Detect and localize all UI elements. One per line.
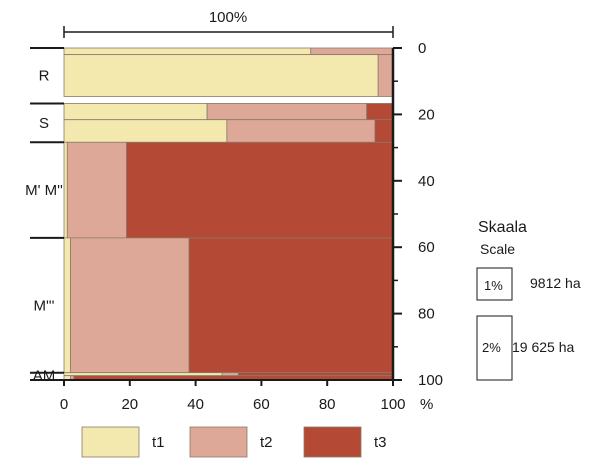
bar-am-6-t3: [237, 372, 394, 377]
group-label-am: AM: [33, 367, 56, 384]
scale-panel: Skaala Scale 1% 9812 ha 2% 19 625 ha: [476, 219, 581, 381]
bar-s-2-t1: [63, 103, 208, 121]
legend-swatch-t3: [303, 426, 362, 458]
ticks-layer: 0 20 40 60 80 100 0 20 40 60 80 100: [60, 40, 443, 413]
bar-s-3-t3: [374, 119, 394, 143]
group-label-m-m: M' M'': [25, 182, 63, 199]
group-label-s: S: [39, 115, 49, 132]
bar-m-m-4-t2: [66, 141, 127, 239]
x-tick-label-40: 40: [187, 396, 204, 413]
bar-s-2-t2: [206, 103, 368, 121]
legend-swatch-t1: [81, 426, 140, 458]
y-tick-label-0: 0: [418, 40, 426, 57]
bar-s-2-t3: [366, 103, 394, 121]
y-tick-label-40: 40: [418, 173, 435, 190]
scale-label-2pct: 2%: [482, 340, 501, 355]
scale-box-1pct: [476, 267, 513, 301]
x-tick-label-0: 0: [60, 396, 68, 413]
group-label-m: M''': [33, 297, 54, 314]
bars-layer: [63, 47, 394, 381]
legend-layer: t1 t2 t3: [81, 426, 387, 458]
bar-m-m-4-t1: [63, 141, 68, 239]
scale-title: Skaala: [478, 219, 527, 236]
bar-m-5-t3: [188, 237, 394, 374]
bar-s-3-t1: [63, 119, 228, 143]
scale-value-2pct: 19 625 ha: [512, 339, 574, 355]
bar-am-6-t1: [63, 372, 223, 377]
legend-label-t3: t3: [374, 434, 387, 451]
bar-m-5-t2: [70, 237, 190, 374]
bar-r-1-t2: [377, 54, 394, 97]
bar-r-1-t1: [63, 54, 379, 97]
scale-subtitle: Scale: [480, 241, 515, 257]
bar-am-6-t2: [221, 372, 239, 377]
x-tick-label-100: 100: [380, 396, 405, 413]
y-tick-label-100: 100: [418, 372, 443, 389]
groups-layer: R S M' M'' M''' AM: [25, 47, 64, 384]
scale-value-1pct: 9812 ha: [530, 275, 581, 291]
bar-r-0-t1: [63, 47, 312, 56]
group-label-r: R: [39, 68, 50, 85]
legend-label-t2: t2: [260, 434, 273, 451]
scale-box-2pct: [476, 315, 513, 381]
legend-swatch-t2: [189, 426, 248, 458]
y-tick-label-60: 60: [418, 239, 435, 256]
bar-m-5-t1: [63, 237, 71, 374]
y-tick-label-80: 80: [418, 306, 435, 323]
y-tick-label-20: 20: [418, 106, 435, 123]
top-span-label: 100%: [209, 9, 247, 26]
scale-label-1pct: 1%: [484, 278, 503, 293]
x-unit-label: %: [420, 396, 433, 413]
legend-label-t1: t1: [152, 434, 165, 451]
x-tick-label-80: 80: [319, 396, 336, 413]
bar-r-0-t2: [310, 47, 394, 56]
x-tick-label-60: 60: [253, 396, 270, 413]
bar-s-3-t2: [226, 119, 376, 143]
x-tick-label-20: 20: [121, 396, 138, 413]
bar-m-m-4-t3: [126, 141, 394, 239]
